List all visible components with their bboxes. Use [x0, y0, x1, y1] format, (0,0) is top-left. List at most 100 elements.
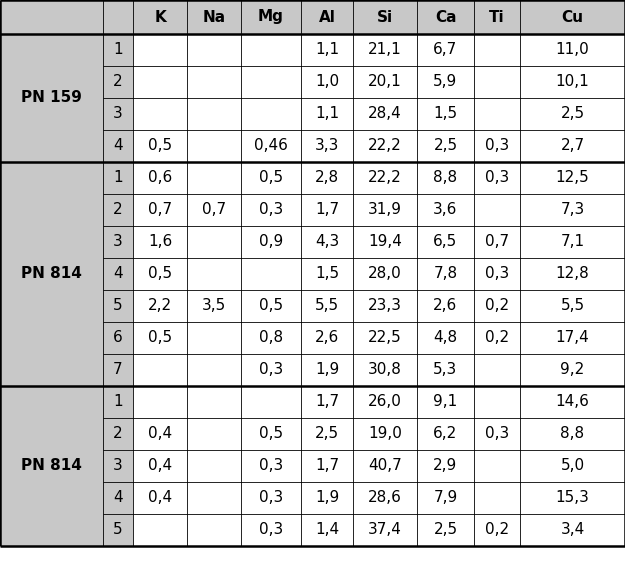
Bar [474, 66, 520, 98]
Bar [103, 194, 133, 226]
Text: Al: Al [319, 10, 336, 25]
Bar [474, 226, 520, 258]
Text: 12,5: 12,5 [556, 171, 589, 186]
Bar [133, 258, 187, 290]
Bar [241, 450, 301, 482]
Text: 5,0: 5,0 [561, 459, 584, 473]
Bar [103, 514, 133, 546]
Text: 0,7: 0,7 [148, 203, 172, 218]
Text: 1: 1 [113, 42, 123, 58]
Bar [520, 290, 625, 322]
Bar [353, 450, 417, 482]
Bar [103, 66, 133, 98]
Bar [353, 162, 417, 194]
Bar [474, 418, 520, 450]
Text: 1,1: 1,1 [315, 42, 339, 58]
Text: 5,5: 5,5 [315, 299, 339, 313]
Text: 0,3: 0,3 [259, 490, 283, 505]
Text: 0,8: 0,8 [259, 331, 283, 345]
Bar [133, 0, 187, 34]
Bar [520, 194, 625, 226]
Bar [520, 226, 625, 258]
Bar [474, 258, 520, 290]
Bar [301, 386, 353, 418]
Text: Mg: Mg [258, 10, 284, 25]
Text: 2: 2 [113, 427, 123, 441]
Bar [353, 226, 417, 258]
Bar [520, 98, 625, 130]
Bar [241, 482, 301, 514]
Bar [353, 66, 417, 98]
Text: 1,5: 1,5 [434, 107, 457, 122]
Bar [301, 98, 353, 130]
Text: 2,6: 2,6 [433, 299, 457, 313]
Bar [353, 482, 417, 514]
Bar [474, 386, 520, 418]
Bar [353, 130, 417, 162]
Bar [417, 0, 474, 34]
Text: 0,2: 0,2 [485, 299, 509, 313]
Text: 0,5: 0,5 [259, 427, 283, 441]
Bar [103, 258, 133, 290]
Text: 19,0: 19,0 [368, 427, 402, 441]
Bar [301, 322, 353, 354]
Bar [241, 418, 301, 450]
Text: 22,5: 22,5 [368, 331, 402, 345]
Bar [301, 514, 353, 546]
Bar [241, 322, 301, 354]
Text: 0,2: 0,2 [485, 331, 509, 345]
Bar [241, 514, 301, 546]
Bar [474, 98, 520, 130]
Text: 0,3: 0,3 [485, 427, 509, 441]
Bar [301, 258, 353, 290]
Bar [301, 450, 353, 482]
Bar [301, 130, 353, 162]
Text: 1,9: 1,9 [315, 363, 339, 377]
Bar [474, 354, 520, 386]
Bar [301, 290, 353, 322]
Bar [520, 482, 625, 514]
Text: 12,8: 12,8 [556, 267, 589, 282]
Text: 0,5: 0,5 [148, 331, 172, 345]
Bar [0, 0, 103, 34]
Bar [241, 290, 301, 322]
Bar [241, 0, 301, 34]
Bar [301, 194, 353, 226]
Bar [417, 354, 474, 386]
Bar [187, 258, 241, 290]
Bar [417, 514, 474, 546]
Bar [301, 162, 353, 194]
Text: PN 814: PN 814 [21, 267, 82, 282]
Text: 1,4: 1,4 [315, 522, 339, 537]
Bar [301, 482, 353, 514]
Text: 0,5: 0,5 [148, 139, 172, 154]
Text: 3,4: 3,4 [561, 522, 584, 537]
Text: 22,2: 22,2 [368, 171, 402, 186]
Bar [301, 226, 353, 258]
Bar [474, 290, 520, 322]
Text: 2,9: 2,9 [433, 459, 457, 473]
Bar [417, 130, 474, 162]
Bar [133, 450, 187, 482]
Text: 4: 4 [113, 139, 123, 154]
Bar [133, 66, 187, 98]
Text: 0,3: 0,3 [485, 139, 509, 154]
Bar [187, 354, 241, 386]
Text: 1,7: 1,7 [315, 203, 339, 218]
Text: 9,2: 9,2 [561, 363, 584, 377]
Bar [474, 194, 520, 226]
Text: 14,6: 14,6 [556, 395, 589, 409]
Text: 28,4: 28,4 [368, 107, 402, 122]
Text: 0,6: 0,6 [148, 171, 172, 186]
Text: 0,5: 0,5 [259, 299, 283, 313]
Text: 1,7: 1,7 [315, 459, 339, 473]
Bar [474, 322, 520, 354]
Text: 37,4: 37,4 [368, 522, 402, 537]
Text: 0,7: 0,7 [202, 203, 226, 218]
Text: 7: 7 [113, 363, 123, 377]
Bar [133, 98, 187, 130]
Text: 4: 4 [113, 490, 123, 505]
Bar [301, 354, 353, 386]
Text: 4,3: 4,3 [315, 235, 339, 250]
Bar [187, 162, 241, 194]
